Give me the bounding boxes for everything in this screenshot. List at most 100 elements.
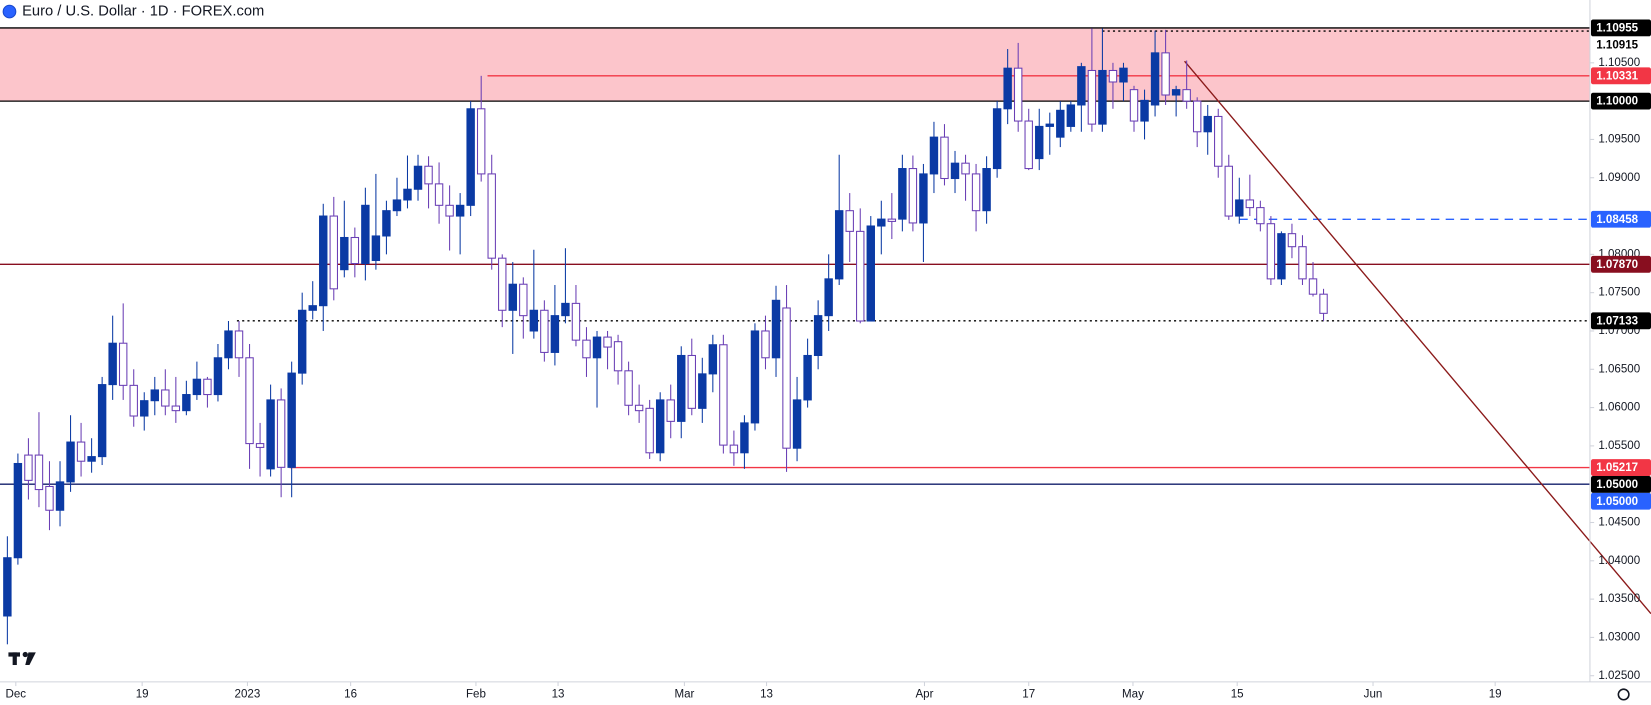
candle-body	[1161, 52, 1170, 96]
candle-body	[982, 168, 991, 212]
candle-body	[403, 188, 412, 201]
candle-body	[1003, 67, 1012, 110]
candle-body	[813, 315, 823, 357]
price-badge	[1590, 19, 1651, 37]
candle-body	[1277, 233, 1286, 280]
trendline	[1184, 60, 1651, 615]
y-tick-label: 1.06000	[1598, 402, 1640, 414]
overlay: 1.02500 1.03000 1.03500 1.04000 1.04500 1.055…	[6, 19, 1651, 701]
candle-body	[719, 344, 728, 446]
candle-body	[950, 162, 960, 180]
candle-body	[3, 557, 12, 617]
candle-body	[687, 354, 696, 409]
price-badge	[1590, 492, 1651, 510]
candle-body	[592, 336, 602, 359]
candle-body	[466, 108, 475, 206]
candle-body	[824, 278, 833, 317]
price-badge-label: 1.05000	[1596, 496, 1638, 508]
candle-body	[677, 354, 686, 422]
y-tick-label: 1.04000	[1598, 555, 1640, 567]
candle-body	[382, 210, 391, 237]
price-badge-label: 1.10000	[1596, 96, 1638, 108]
candle-body	[1150, 52, 1160, 106]
symbol-icon	[2, 4, 17, 19]
logo	[8, 651, 36, 666]
candle-body	[455, 204, 465, 217]
x-tick-label: Jun	[1364, 689, 1383, 701]
y-tick-label: 1.07500	[1598, 287, 1640, 299]
price-badge	[1590, 475, 1651, 493]
candle-body	[1024, 120, 1033, 170]
x-tick-label: 15	[1231, 689, 1244, 701]
x-tick-label: Mar	[674, 689, 694, 701]
y-tick-label: 1.09000	[1598, 172, 1640, 184]
x-tick-label: 2023	[235, 689, 261, 701]
candle-body	[919, 173, 928, 224]
candle-body	[582, 339, 591, 359]
candle-body	[782, 307, 791, 449]
y-tick-label: 1.09500	[1598, 133, 1640, 145]
settings-icon[interactable]	[1617, 688, 1630, 701]
price-badge	[1590, 36, 1651, 54]
candle-body	[287, 372, 296, 468]
candle-body	[1119, 67, 1128, 83]
price-badge	[1590, 255, 1651, 273]
candle-body	[182, 394, 191, 412]
candle-body	[161, 389, 170, 407]
candle-body	[624, 370, 633, 406]
x-tick-label: 16	[344, 689, 357, 701]
candle-body	[940, 136, 949, 180]
candle-body	[445, 204, 454, 217]
candle-body	[655, 399, 665, 454]
candle-body	[1182, 89, 1191, 102]
candle-body	[729, 444, 739, 454]
candle-body	[276, 399, 286, 468]
candle-body	[761, 330, 770, 359]
price-badge	[1590, 92, 1651, 110]
candle-body	[561, 302, 570, 317]
candle-body	[540, 309, 549, 353]
candle-body	[24, 454, 33, 481]
candle-body	[87, 456, 96, 462]
candle-body	[603, 336, 612, 348]
candle-body	[1287, 233, 1297, 248]
candle-body	[97, 384, 107, 458]
candle-body	[1098, 69, 1107, 125]
price-badge-label: 1.08458	[1596, 214, 1638, 226]
candle-body	[434, 183, 444, 206]
candle-body	[803, 354, 812, 401]
candle-body	[13, 462, 23, 559]
candle-body	[992, 108, 1002, 170]
x-tick-label: Apr	[915, 689, 933, 701]
candle-body	[1235, 199, 1244, 217]
price-badge	[1590, 459, 1651, 476]
candle-body	[308, 305, 317, 311]
candle-body	[698, 373, 707, 409]
candle-body	[634, 404, 644, 412]
candle-body	[845, 210, 854, 232]
candle-body	[392, 199, 402, 212]
y-tick-label: 1.05500	[1598, 440, 1640, 452]
candle-body	[550, 315, 560, 353]
price-badge-label: 1.05000	[1596, 479, 1638, 491]
price-badge-label: 1.10955	[1596, 23, 1638, 35]
candle-body	[192, 378, 202, 396]
candle-body	[792, 399, 802, 449]
candle-body	[55, 481, 65, 511]
x-tick-label: 13	[760, 689, 773, 701]
candle-body	[1192, 100, 1202, 133]
candle-body	[1035, 125, 1044, 160]
candle-body	[108, 342, 117, 386]
candle-body	[140, 400, 149, 417]
candle-body	[340, 236, 349, 271]
candle-body	[1245, 199, 1255, 209]
candle-body	[171, 405, 181, 412]
price-badge-label: 1.10915	[1596, 39, 1638, 51]
candle-body	[1203, 115, 1212, 133]
candle-body	[1266, 223, 1276, 280]
candle-body	[1319, 293, 1328, 314]
y-tick-label: 1.03500	[1598, 593, 1640, 605]
price-badge	[1590, 312, 1651, 330]
candle-body	[245, 357, 254, 445]
